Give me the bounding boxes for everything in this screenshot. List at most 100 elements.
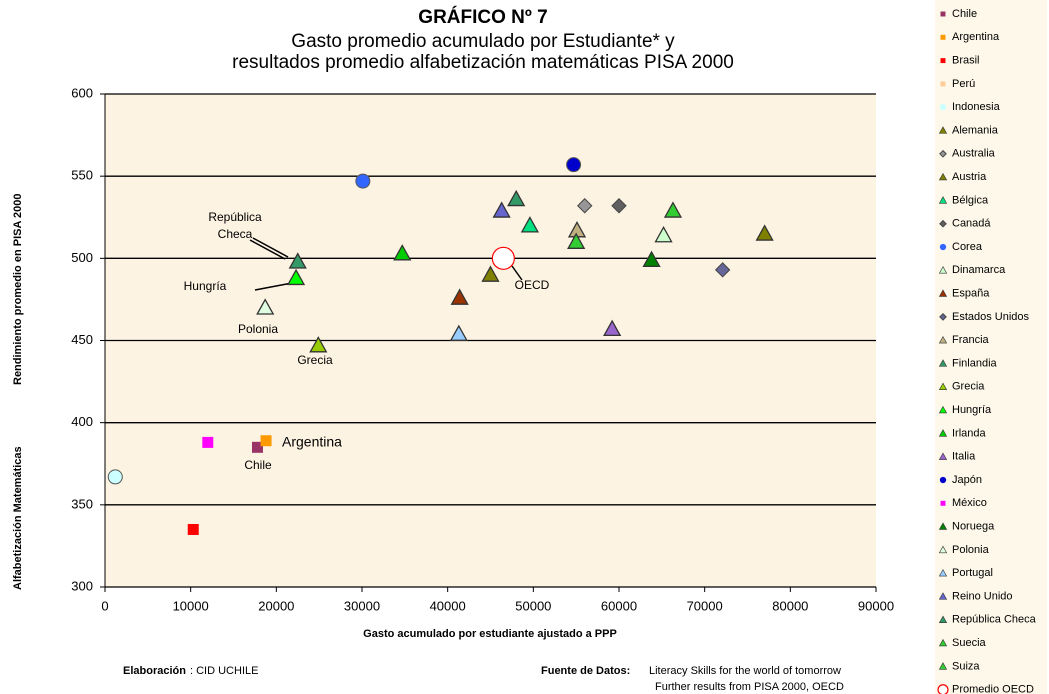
legend-label: Australia [952,148,996,160]
legend-marker [940,500,946,506]
point [567,232,586,249]
legend-label: México [952,497,987,509]
legend-marker [939,104,947,111]
point [654,225,673,243]
x-tick-label: 70000 [687,598,723,613]
legend-marker [938,126,948,134]
arrow [511,265,523,281]
x-tick-label: 80000 [772,598,808,613]
legend-label: Suiza [952,660,980,672]
legend-label: Austria [952,171,987,183]
legend-marker [938,335,948,344]
legend-label: Bélgica [952,194,989,206]
y-axis-label: Alfabetización Matemáticas [12,446,24,590]
legend-marker [938,592,948,600]
annotation: Grecia [297,353,333,367]
point [449,324,468,341]
legend-label: Noruega [952,521,995,533]
annotation: Argentina [282,434,342,450]
legend-marker [938,615,948,623]
source-text: Literacy Skills for the world of tomorro… [649,665,841,677]
legend-label: Brasil [952,55,980,67]
point [355,173,371,189]
point [260,435,272,447]
point [663,201,683,218]
legend-label: Canadá [952,218,991,230]
arrows [249,237,523,291]
annotation: Checa [218,227,253,241]
y-tick-label: 450 [71,332,93,347]
legend-label: Dinamarca [952,264,1006,276]
point [187,523,199,535]
point [492,201,511,218]
legend-marker [938,382,948,390]
point [202,436,214,448]
legend-label: Alemania [952,124,999,136]
annotation: Hungría [184,279,227,293]
point [481,265,500,282]
legend-label: Suecia [952,637,987,649]
arrow [249,239,286,260]
point [251,441,263,453]
x-axis-label: Gasto acumulado por estudiante ajustado … [363,628,617,640]
point [642,250,661,268]
point [714,262,731,278]
legend-label: Italia [952,451,976,463]
annotation: Polonia [238,322,278,336]
legend-label: Portugal [952,567,993,579]
x-tick-label: 40000 [430,598,466,613]
source-text: Further results from PISA 2000, OECD [655,681,844,693]
point [755,224,774,241]
point [507,189,526,207]
legend-marker [940,34,946,40]
annotation: República [208,210,262,224]
y-tick-label: 550 [71,168,93,183]
annotation: Chile [244,458,272,472]
point [491,246,515,270]
y-tick-label: 400 [71,414,93,429]
legend-label: Chile [952,8,977,20]
legend-marker [938,289,948,297]
y-tick-label: 600 [71,85,93,100]
legend-label: Irlanda [952,427,987,439]
legend-label: Francia [952,334,990,346]
legend-marker [940,81,946,87]
legend-marker [938,172,948,181]
legend-label: España [952,288,990,300]
x-tick-label: 50000 [515,598,551,613]
point [520,216,540,233]
legend-marker [938,359,948,367]
legend-label: Promedio OECD [952,684,1034,694]
legend-label: Estados Unidos [952,311,1030,323]
legend-marker [938,522,948,530]
legend-marker [940,58,946,64]
point [450,288,469,305]
source-label: Fuente de Datos: [541,665,630,677]
legend-marker [938,196,948,204]
legend-marker [938,638,948,647]
legend-background [935,0,1047,694]
annotation: OECD [515,278,550,292]
legend-label: Argentina [952,31,1000,43]
legend-marker [939,313,947,321]
legend-marker [938,568,948,577]
y-tick-label: 350 [71,496,93,511]
chart-subtitle: Gasto promedio acumulado por Estudiante*… [291,31,675,52]
point [393,244,412,261]
legend-marker [938,662,948,670]
legend-marker [939,243,947,251]
legend-label: Corea [952,241,983,253]
x-tick-label: 90000 [858,598,894,613]
point [286,268,306,286]
x-tick-label: 30000 [344,598,380,613]
legend-marker [939,476,947,484]
legend-marker [939,149,947,158]
legend-marker [938,266,948,274]
x-tick-label: 20000 [258,598,294,613]
legend-label: Reino Unido [952,590,1013,602]
y-tick-label: 300 [71,578,93,593]
legend-marker [938,545,948,554]
legend-marker [938,405,948,414]
point [309,336,328,353]
